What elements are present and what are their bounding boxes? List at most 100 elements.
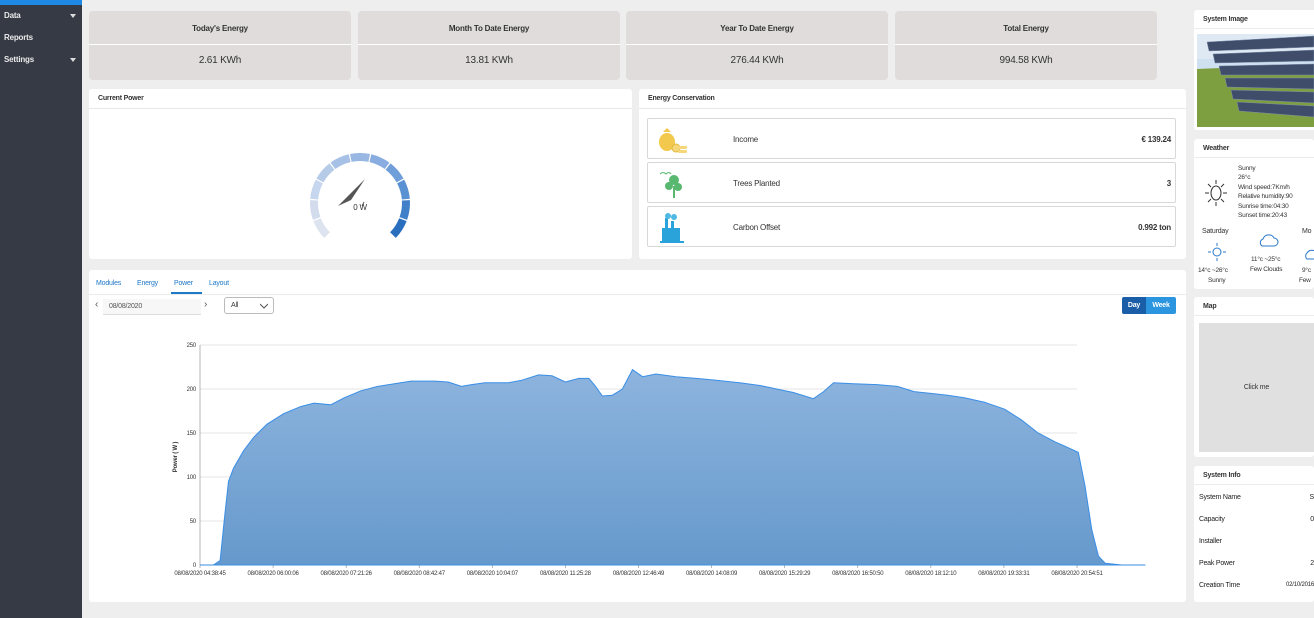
x-tick-label: 08/08/2020 19:33:31 <box>978 571 1030 577</box>
gauge-segment <box>316 163 335 183</box>
x-tick-label: 08/08/2020 08:42:47 <box>394 571 446 577</box>
card-title: System Info <box>1194 466 1314 485</box>
forecast-temp: 9°c <box>1302 267 1311 274</box>
y-tick-label: 0 <box>193 563 197 569</box>
chevron-down-icon <box>70 58 76 62</box>
y-tick-label: 250 <box>187 343 197 349</box>
ec-value: 3 <box>1166 179 1171 188</box>
gauge-segment <box>350 153 370 162</box>
x-tick-label: 08/08/2020 10:04:07 <box>467 571 519 577</box>
x-tick-label: 08/08/2020 11:25:28 <box>540 571 592 577</box>
date-input[interactable]: 08/08/2020 <box>103 299 201 315</box>
ec-label: Income <box>733 135 759 144</box>
series-select[interactable]: All <box>224 297 274 314</box>
ec-value: € 139.24 <box>1141 135 1171 144</box>
gauge-segment <box>397 179 410 200</box>
sidebar-item-reports[interactable]: Reports <box>0 27 82 49</box>
sidebar-item-data[interactable]: Data <box>0 5 82 27</box>
chevron-down-icon <box>260 303 268 309</box>
sun-icon <box>1208 243 1226 261</box>
stat-card-today-energy: Today's Energy 2.61 KWh <box>89 11 351 80</box>
solar-panel-row <box>1206 35 1314 52</box>
solar-panel-row <box>1236 101 1314 118</box>
y-tick-label: 50 <box>190 519 197 525</box>
x-tick-label: 08/08/2020 20:54:51 <box>1051 571 1103 577</box>
cloud-icon <box>1305 249 1314 260</box>
forecast-temp: 14°c ~26°c <box>1198 267 1228 274</box>
sidebar-item-label: Settings <box>4 55 34 64</box>
card-title: Map <box>1194 297 1314 316</box>
stat-label: Year To Date Energy <box>626 11 888 45</box>
gauge-segment <box>390 218 407 238</box>
x-tick-label: 08/08/2020 12:46:49 <box>613 571 665 577</box>
factory-icon <box>660 213 684 243</box>
chevron-right-icon[interactable]: › <box>204 299 208 310</box>
info-row-capacity: Capacity 0 <box>1199 516 1314 523</box>
gauge-needle-base <box>361 201 365 207</box>
solar-panel-row <box>1212 49 1314 64</box>
day-button[interactable]: Day <box>1122 297 1146 314</box>
forecast-day: Saturday <box>1202 228 1229 235</box>
info-row-installer: Installer <box>1199 538 1314 545</box>
gauge-needle <box>338 179 365 206</box>
active-tab-indicator <box>171 292 202 294</box>
info-label: System Name <box>1199 494 1241 501</box>
info-label: Creation Time <box>1199 582 1240 589</box>
cloud-icon <box>1259 234 1279 247</box>
gauge-segment <box>313 218 330 238</box>
tree-icon <box>659 172 682 198</box>
weather-sunrise: Sunrise time:04:30 <box>1238 202 1289 210</box>
gauge-segment <box>385 163 404 183</box>
sun-icon <box>1205 180 1227 206</box>
solar-panel-row <box>1224 77 1314 90</box>
weather-card: Weather Sunny 26°c Wind speed:7Km/h Rela… <box>1194 139 1314 289</box>
ec-row-income: Income € 139.24 <box>647 118 1176 159</box>
info-value: 0 <box>1310 516 1314 523</box>
tab-divider <box>89 294 1186 295</box>
info-label: Installer <box>1199 538 1222 545</box>
card-title: Current Power <box>89 89 632 109</box>
sidebar-item-label: Reports <box>4 33 33 42</box>
ec-label: Trees Planted <box>733 179 780 188</box>
info-value: S <box>1309 494 1314 501</box>
x-tick-label: 08/08/2020 07:21:26 <box>321 571 373 577</box>
tab-energy[interactable]: Energy <box>137 280 158 287</box>
y-axis-label: Power ( W ) <box>173 442 179 473</box>
tab-modules[interactable]: Modules <box>96 280 122 287</box>
gauge-segment <box>369 154 390 170</box>
map-card: Map Click me <box>1194 297 1314 457</box>
stat-value: 276.44 KWh <box>730 55 784 66</box>
forecast-desc: Few <box>1299 277 1311 284</box>
week-button[interactable]: Week <box>1146 297 1176 314</box>
card-title: Energy Conservation <box>639 89 1186 109</box>
weather-sunset: Sunset time:20:43 <box>1238 212 1287 220</box>
power-chart: 08/08/2020 04:38:45 08/08/2020 06:00:06 08… <box>173 343 1146 577</box>
ec-label: Carbon Offset <box>733 223 781 232</box>
chevron-down-icon <box>70 14 76 18</box>
x-tick-label: 08/08/2020 15:29:29 <box>759 571 811 577</box>
forecast-temp: 11°c ~25°c <box>1251 256 1281 263</box>
gauge-segment <box>399 200 410 220</box>
tab-layout[interactable]: Layout <box>209 280 229 287</box>
sidebar: Data Reports Settings <box>0 0 82 618</box>
sidebar-item-settings[interactable]: Settings <box>0 49 82 71</box>
power-area-series <box>200 368 1146 566</box>
chart-panel: Modules Energy Power Layout ‹ 08/08/2020… <box>89 270 1186 602</box>
y-tick-label: 200 <box>187 387 197 393</box>
stat-value: 13.81 KWh <box>465 55 513 66</box>
stat-label: Month To Date Energy <box>358 11 620 45</box>
system-image-card: System Image <box>1194 10 1314 130</box>
select-value: All <box>231 302 239 309</box>
chevron-left-icon[interactable]: ‹ <box>95 299 99 310</box>
current-power-card: Current Power 0 W <box>89 89 632 259</box>
info-value: 02/10/2016 <box>1285 582 1314 588</box>
forecast-day: Mo <box>1302 228 1312 235</box>
info-row-creation-time: Creation Time 02/10/2016 <box>1199 582 1314 589</box>
money-bag-icon <box>659 128 687 153</box>
forecast-desc: Sunny <box>1208 277 1226 284</box>
info-row-system-name: System Name S <box>1199 494 1314 501</box>
map-placeholder[interactable]: Click me <box>1199 323 1314 452</box>
x-tick-label: 08/08/2020 14:08:09 <box>686 571 738 577</box>
tab-power[interactable]: Power <box>174 280 193 287</box>
y-tick-label: 150 <box>187 431 197 437</box>
